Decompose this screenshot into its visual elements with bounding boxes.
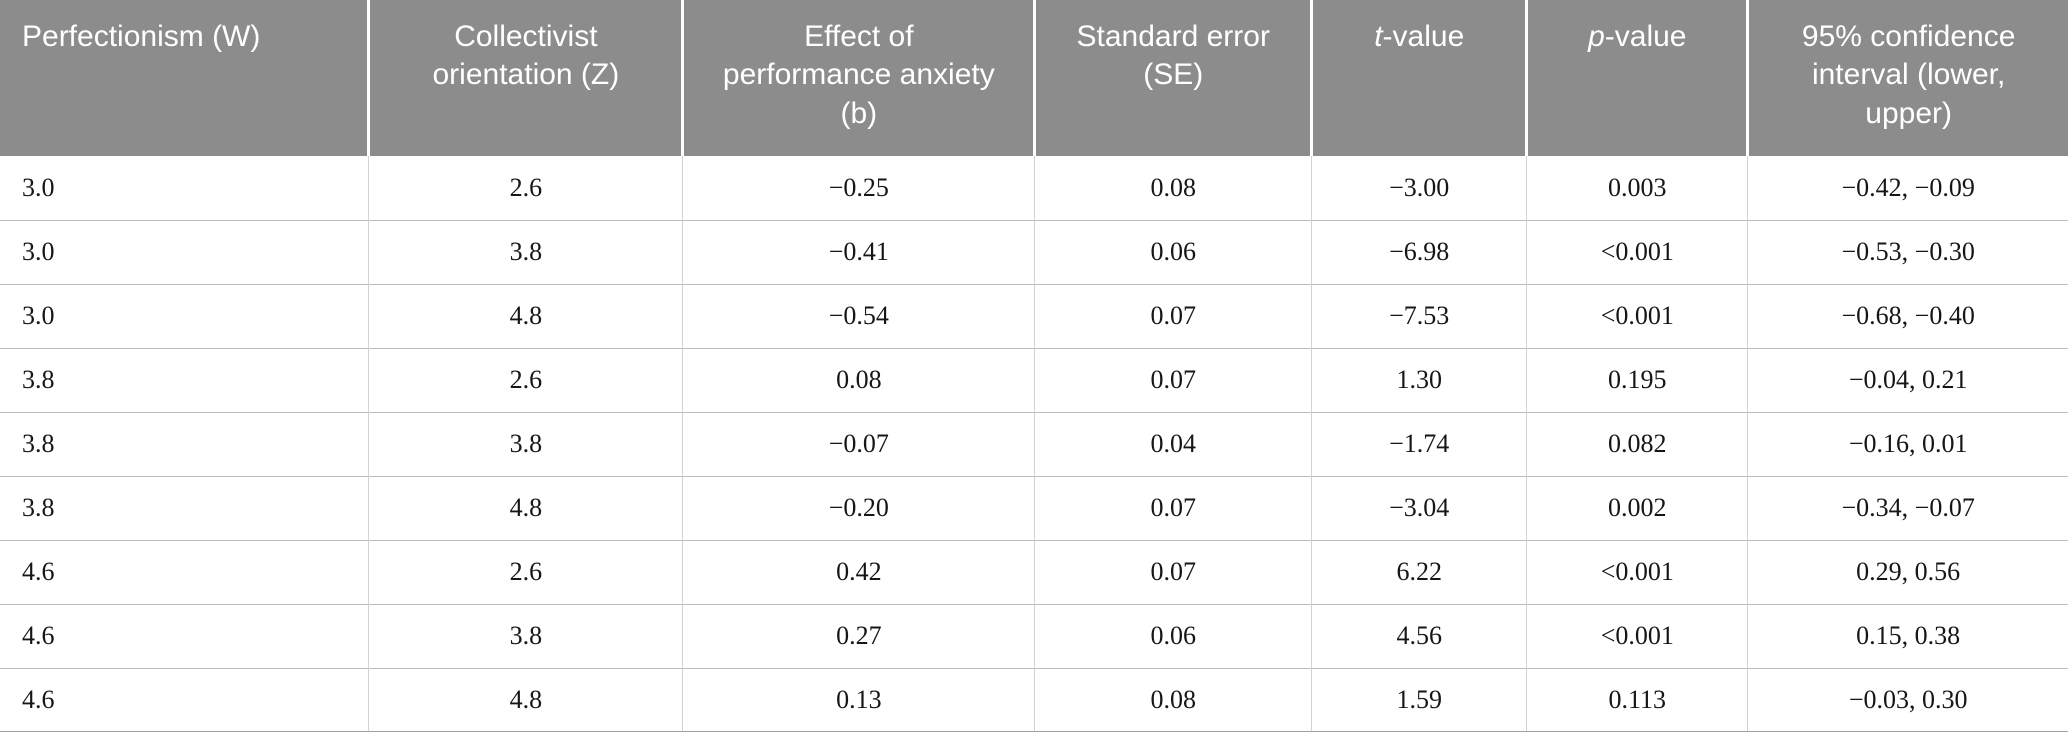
table-cell: 4.6	[0, 603, 369, 668]
table-cell: 0.06	[1034, 219, 1312, 284]
table-cell: 3.0	[22, 172, 55, 202]
table-cell: 0.113	[1526, 667, 1748, 732]
table-cell: 3.8	[0, 347, 369, 412]
table-cell: <0.001	[1526, 283, 1748, 348]
table-cell: −0.68, −0.40	[1747, 283, 2068, 348]
column-header-3: Effect of performance anxiety (b)	[681, 0, 1035, 156]
table-cell: <0.001	[1526, 603, 1748, 668]
table-cell: −3.04	[1311, 475, 1527, 540]
column-header-6: p-value	[1525, 0, 1748, 156]
table-cell: 0.04	[1034, 411, 1312, 476]
table-cell: −0.03, 0.30	[1747, 667, 2068, 732]
column-header-label: -value	[1382, 20, 1465, 53]
table-cell: 3.8	[368, 219, 683, 284]
table-cell: 4.8	[368, 475, 683, 540]
table-row: 4.6 3.8 0.27 0.06 4.56 <0.001 0.15, 0.38	[0, 603, 2068, 668]
column-header-7: 95% confidence interval (lower, upper)	[1746, 0, 2068, 156]
table-cell: 0.06	[1034, 603, 1312, 668]
table-cell: 0.002	[1526, 475, 1748, 540]
table-cell: 3.8	[368, 411, 683, 476]
column-header-label: Effect of performance anxiety (b)	[722, 20, 995, 130]
table-head: Perfectionism (W) Collectivist orientatio…	[0, 0, 2068, 156]
table-cell: 0.29, 0.56	[1747, 539, 2068, 604]
header-row: Perfectionism (W) Collectivist orientatio…	[0, 0, 2068, 156]
column-header-label: 95% confidence interval (lower, upper)	[1801, 20, 2016, 130]
table-cell: 0.07	[1034, 475, 1312, 540]
table-row: 3.8 4.8 −0.20 0.07 −3.04 0.002 −0.34, −0.07	[0, 475, 2068, 540]
column-header-label: Standard error (SE)	[1076, 20, 1270, 92]
table-cell: 0.07	[1034, 283, 1312, 348]
table-cell: 3.0	[0, 283, 369, 348]
table-cell: 2.6	[368, 156, 683, 220]
table-cell: 3.8	[0, 475, 369, 540]
column-header-2: Collectivist orientation (Z)	[367, 0, 683, 156]
table-row: 4.6 2.6 0.42 0.07 6.22 <0.001 0.29, 0.56	[0, 539, 2068, 604]
table-cell: −0.42, −0.09	[1747, 156, 2068, 220]
table-cell: 0.07	[1034, 347, 1312, 412]
table-cell: −0.25	[682, 156, 1035, 220]
table-cell: 1.59	[1311, 667, 1527, 732]
table-cell: 0.07	[1034, 539, 1312, 604]
table-cell: 0.08	[682, 347, 1035, 412]
column-header-4: Standard error (SE)	[1033, 0, 1312, 156]
table-cell: −0.16, 0.01	[1747, 411, 2068, 476]
table-cell: −1.74	[1311, 411, 1527, 476]
column-header-italic: t	[1374, 20, 1383, 53]
table-cell: 0.42	[682, 539, 1035, 604]
table-cell: 4.56	[1311, 603, 1527, 668]
table-cell: −0.41	[682, 219, 1035, 284]
table-cell: 4.6	[0, 667, 369, 732]
table-cell: 0.003	[1526, 156, 1748, 220]
column-header-label: Perfectionism (W)	[22, 20, 261, 53]
column-header-label: -value	[1604, 20, 1687, 53]
table-cell: 0.08	[1034, 667, 1312, 732]
table-cell: −0.07	[682, 411, 1035, 476]
table-row: 4.6 4.8 0.13 0.08 1.59 0.113 −0.03, 0.30	[0, 667, 2068, 732]
table-cell: −0.20	[682, 475, 1035, 540]
column-header-italic: p	[1588, 20, 1605, 53]
column-header-label: Collectivist orientation (Z)	[432, 20, 620, 92]
table-cell: 2.6	[368, 347, 683, 412]
table-body: 3.0 2.6 −0.25 0.08 −3.00 0.003 −0.42, −0.09 3.0…	[0, 156, 2068, 732]
column-header-5: t-value	[1310, 0, 1527, 156]
table-cell: 0.082	[1526, 411, 1748, 476]
table-row: 3.8 2.6 0.08 0.07 1.30 0.195 −0.04, 0.21	[0, 347, 2068, 412]
table-cell: 1.30	[1311, 347, 1527, 412]
table-cell: 0.13	[682, 667, 1035, 732]
table-cell: 0.195	[1526, 347, 1748, 412]
table-cell: −3.00	[1311, 156, 1527, 220]
table-cell: −0.53, −0.30	[1747, 219, 2068, 284]
table-cell: −0.34, −0.07	[1747, 475, 2068, 540]
table-cell: 0.15, 0.38	[1747, 603, 2068, 668]
table-row: 3.0 3.8 −0.41 0.06 −6.98 <0.001 −0.53, −0.30	[0, 219, 2068, 284]
table-cell: 3.8	[368, 603, 683, 668]
table-row: 3.0 2.6 −0.25 0.08 −3.00 0.003 −0.42, −0.09	[0, 156, 2068, 220]
table-cell: −0.54	[682, 283, 1035, 348]
table-cell: <0.001	[1526, 219, 1748, 284]
table-cell: 0.27	[682, 603, 1035, 668]
table-cell: 0.08	[1034, 156, 1312, 220]
table-cell: 6.22	[1311, 539, 1527, 604]
table-cell: −6.98	[1311, 219, 1527, 284]
table-cell: −0.04, 0.21	[1747, 347, 2068, 412]
table-cell: −7.53	[1311, 283, 1527, 348]
table-cell: <0.001	[1526, 539, 1748, 604]
table-cell: 4.8	[368, 667, 683, 732]
column-header-1: Perfectionism (W)	[0, 0, 369, 156]
table-cell: 3.8	[0, 411, 369, 476]
table-cell: 4.6	[0, 539, 369, 604]
table-row: 3.0 4.8 −0.54 0.07 −7.53 <0.001 −0.68, −0.40	[0, 283, 2068, 348]
table-cell: 4.8	[368, 283, 683, 348]
table-cell: 2.6	[368, 539, 683, 604]
table-cell: 3.0	[0, 219, 369, 284]
table-row: 3.8 3.8 −0.07 0.04 −1.74 0.082 −0.16, 0.01	[0, 411, 2068, 476]
